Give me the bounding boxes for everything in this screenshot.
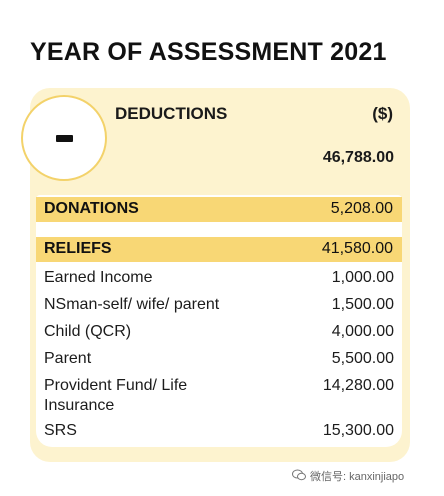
relief-value: 1,500.00 [331, 296, 394, 313]
deductions-total: 46,788.00 [322, 149, 394, 166]
donations-value: 5,208.00 [330, 200, 393, 217]
relief-label: Earned Income [44, 269, 153, 286]
relief-label: NSman-self/ wife/ parent [44, 296, 220, 313]
relief-value: 1,000.00 [331, 269, 394, 286]
page-title: YEAR OF ASSESSMENT 2021 [30, 38, 387, 66]
deductions-label: DEDUCTIONS [115, 104, 228, 123]
card-divider-wave [30, 176, 410, 198]
relief-label: Parent [44, 350, 92, 367]
relief-value: 5,500.00 [331, 350, 394, 367]
reliefs-band: RELIEFS 41,580.00 [36, 237, 402, 262]
minus-icon [56, 135, 73, 142]
reliefs-value: 41,580.00 [321, 240, 393, 257]
relief-label: Child (QCR) [44, 323, 132, 340]
relief-value: 4,000.00 [331, 323, 394, 340]
relief-label: Provident Fund/ Life Insurance [44, 377, 188, 414]
reliefs-label: RELIEFS [44, 240, 112, 257]
donations-label: DONATIONS [44, 200, 139, 217]
wechat-icon [292, 469, 306, 481]
watermark: 微信号: kanxinjiapo [310, 471, 405, 483]
relief-value: 15,300.00 [322, 422, 394, 439]
currency-unit: ($) [372, 104, 393, 123]
relief-label: SRS [44, 422, 77, 439]
relief-value: 14,280.00 [322, 377, 394, 394]
donations-band: DONATIONS 5,208.00 [36, 197, 402, 222]
